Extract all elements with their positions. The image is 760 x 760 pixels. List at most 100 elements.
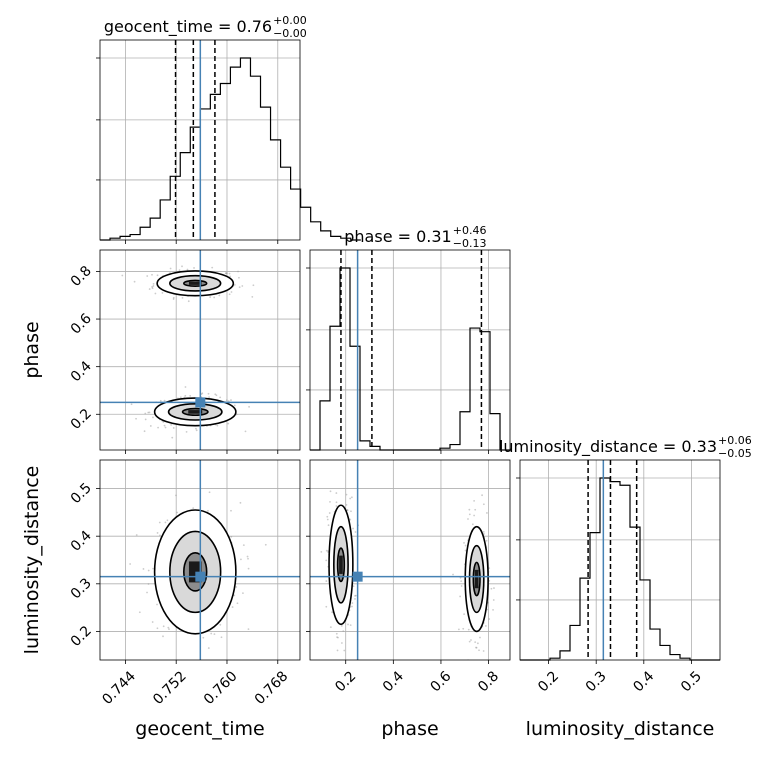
panel-phase-vs-geocent_time-sample-0-196 <box>251 295 254 298</box>
title-luminosity_distance: luminosity_distance = 0.33 +0.06−0.05 <box>499 434 752 460</box>
panel-phase-vs-geocent_time-sample-1-59 <box>163 424 166 427</box>
panel-phase-vs-geocent_time-sample-0-106 <box>154 292 157 295</box>
panel-luminosity_distance-vs-geocent_time-sample-0-170 <box>230 535 233 538</box>
panel-phase-vs-geocent_time-sample-0-175 <box>121 274 124 277</box>
title-phase: phase = 0.31 +0.46−0.13 <box>344 224 486 250</box>
panel-luminosity_distance-vs-geocent_time-sample-0-139 <box>190 668 192 670</box>
panel-phase-vs-geocent_time-sample-1-107 <box>184 386 187 388</box>
panel-luminosity_distance-vs-phase-xtick-label-2: 0.6 <box>428 668 455 695</box>
panel-luminosity_distance-vs-phase-sample-0-251 <box>328 512 331 514</box>
panel-phase-vs-geocent_time-frame <box>99 249 301 451</box>
panel-luminosity_distance-vs-geocent_time-sample-0-2 <box>182 708 184 710</box>
hist-luminosity_distance-grid <box>520 460 720 660</box>
panel-phase-vs-geocent_time-sample-0-223 <box>252 284 255 287</box>
panel-phase-vs-geocent_time-sample-1-1 <box>214 393 217 396</box>
panel-phase-vs-geocent_time-sample-0-200 <box>193 267 195 269</box>
panel-phase-vs-geocent_time-sample-1-168 <box>227 400 230 403</box>
panel-luminosity_distance-vs-phase-sample-0-6 <box>352 527 354 530</box>
panel-luminosity_distance-vs-geocent_time-sample-0-8 <box>142 568 145 570</box>
panel-luminosity_distance-vs-phase-sample-1-60 <box>470 639 472 641</box>
panel-luminosity_distance-vs-geocent_time-sample-0-172 <box>146 591 148 594</box>
xlabel-luminosity_distance: luminosity_distance <box>526 718 715 740</box>
xlabel-geocent_time: geocent_time <box>135 718 264 740</box>
panel-phase-vs-geocent_time-sample-1-258 <box>195 429 198 432</box>
panel-phase-vs-geocent_time-sample-0-25 <box>186 268 189 271</box>
panel-luminosity_distance-vs-phase-sample-0-16 <box>354 531 357 533</box>
panel-phase-vs-geocent_time-sample-1-99 <box>147 411 150 414</box>
panel-luminosity_distance-vs-geocent_time-sample-0-78 <box>147 583 150 585</box>
panel-phase-vs-geocent_time-sample-0-221 <box>228 293 231 296</box>
panel-phase-vs-geocent_time-sample-0-194 <box>211 266 214 269</box>
panel-luminosity_distance-vs-geocent_time-sample-0-247 <box>247 557 249 560</box>
panel-phase-vs-geocent_time-sample-0-122 <box>146 275 149 277</box>
panel-phase-vs-geocent_time-sample-1-25 <box>185 430 188 433</box>
panel-luminosity_distance-vs-phase-sample-0-95 <box>335 501 338 504</box>
panel-luminosity_distance-vs-phase-sample-1-155 <box>468 513 471 516</box>
panel-luminosity_distance-vs-phase-sample-1-144 <box>463 613 466 616</box>
title-luminosity_distance-plus: +0.06 <box>718 434 752 447</box>
panel-phase-vs-geocent_time-sample-1-208 <box>219 396 222 399</box>
panel-phase-vs-geocent_time-sample-0-218 <box>238 276 240 279</box>
panel-luminosity_distance-vs-geocent_time-sample-0-5 <box>213 633 216 636</box>
panel-luminosity_distance-vs-phase-sample-0-39 <box>352 585 355 588</box>
panel-luminosity_distance-vs-phase-sample-0-222 <box>337 667 339 669</box>
panel-phase-vs-geocent_time-sample-0-257 <box>152 285 155 287</box>
panel-phase-vs-geocent_time-sample-0-115 <box>161 291 164 294</box>
panel-luminosity_distance-vs-phase-xtick-label-1: 0.4 <box>380 668 407 695</box>
panel-luminosity_distance-vs-phase-truth-marker <box>352 571 363 582</box>
panel-phase-vs-geocent_time-sample-1-144 <box>163 399 166 402</box>
panel-phase-vs-geocent_time-sample-1-0 <box>233 404 236 407</box>
panel-luminosity_distance-vs-geocent_time-sample-0-16 <box>175 494 177 497</box>
panel-luminosity_distance-vs-phase-sample-1-233 <box>460 580 463 583</box>
panel-phase-vs-geocent_time-sample-0-219 <box>151 287 154 290</box>
hist-geocent_time-frame <box>99 39 301 241</box>
panel-luminosity_distance-vs-phase-plot-area <box>310 460 510 669</box>
panel-phase-vs-geocent_time-sample-0-48 <box>209 296 212 298</box>
panel-phase-vs-geocent_time-sample-0-159 <box>148 288 151 290</box>
panel-luminosity_distance-vs-phase-sample-1-219 <box>473 499 476 502</box>
panel-phase-vs-geocent_time-sample-0-20 <box>218 294 221 297</box>
panel-luminosity_distance-vs-geocent_time-ytick-label-3: 0.5 <box>68 480 95 507</box>
panel-luminosity_distance-vs-phase-sample-1-57 <box>467 628 470 631</box>
panel-phase-vs-geocent_time-sample-1-2 <box>171 436 174 439</box>
panel-phase-vs-geocent_time-sample-0-18 <box>187 300 190 303</box>
panel-luminosity_distance-vs-phase-sample-1-143 <box>488 618 491 620</box>
panel-luminosity_distance-vs-phase-sample-1-125 <box>476 642 479 645</box>
panel-phase-vs-geocent_time-ytick-label-0: 0.2 <box>68 406 95 433</box>
panel-luminosity_distance-vs-geocent_time-xtick-label-2: 0.760 <box>201 668 241 708</box>
panel-luminosity_distance-vs-phase-sample-1-46 <box>492 608 494 611</box>
panel-phase-vs-geocent_time-ytick-label-3: 0.8 <box>68 263 95 290</box>
panel-phase-vs-geocent_time-sample-0-72 <box>181 265 183 268</box>
panel-luminosity_distance-vs-geocent_time-sample-0-194 <box>151 621 154 623</box>
title-geocent_time: geocent_time = 0.76 +0.00−0.00 <box>104 14 307 40</box>
panel-phase-vs-geocent_time-sample-0-237 <box>237 270 239 273</box>
panel-luminosity_distance-vs-phase-sample-0-100 <box>345 504 348 506</box>
title-luminosity_distance-minus: −0.05 <box>718 447 752 460</box>
panel-phase-vs-geocent_time-density-peak-0 <box>188 281 202 285</box>
panel-luminosity_distance-vs-geocent_time-sample-0-200 <box>162 635 164 638</box>
panel-luminosity_distance-vs-geocent_time-sample-0-115 <box>156 603 158 606</box>
panel-phase-vs-geocent_time-sample-0-36 <box>152 282 155 285</box>
panel-luminosity_distance-vs-phase-sample-1-253 <box>481 494 483 497</box>
panel-phase-vs-geocent_time-sample-0-167 <box>224 272 227 275</box>
panel-luminosity_distance-vs-phase-sample-1-89 <box>474 508 477 511</box>
panel-phase-vs-geocent_time-ytick-label-2: 0.6 <box>68 310 95 337</box>
hist-geocent_time-panel <box>96 39 361 244</box>
panel-phase-vs-geocent_time-sample-1-153 <box>225 399 228 402</box>
panel-luminosity_distance-vs-phase-sample-0-209 <box>340 642 343 644</box>
panel-phase-vs-geocent_time-sample-1-27 <box>215 394 218 397</box>
panel-luminosity_distance-vs-phase-sample-1-37 <box>452 573 454 576</box>
panel-luminosity_distance-vs-phase-sample-0-92 <box>326 515 329 518</box>
panel-luminosity_distance-vs-phase-sample-0-188 <box>340 624 343 627</box>
panel-luminosity_distance-vs-geocent_time-sample-0-192 <box>242 544 245 547</box>
panel-luminosity_distance-vs-geocent_time-sample-0-201 <box>202 636 205 639</box>
panel-phase-vs-geocent_time-sample-0-98 <box>169 267 172 270</box>
panel-phase-vs-geocent_time-truth-marker <box>195 397 206 408</box>
panel-phase-vs-geocent_time-sample-0-177 <box>213 296 216 299</box>
title-luminosity_distance-text: luminosity_distance = 0.33 <box>499 437 717 457</box>
panel-luminosity_distance-vs-geocent_time-truth-marker <box>195 571 206 582</box>
panel-luminosity_distance-vs-geocent_time-sample-0-0 <box>219 623 222 626</box>
panel-luminosity_distance-vs-phase-sample-0-191 <box>335 492 338 494</box>
panel-luminosity_distance-vs-phase-sample-1-21 <box>467 518 469 520</box>
panel-luminosity_distance-vs-geocent_time-sample-0-167 <box>207 509 209 512</box>
